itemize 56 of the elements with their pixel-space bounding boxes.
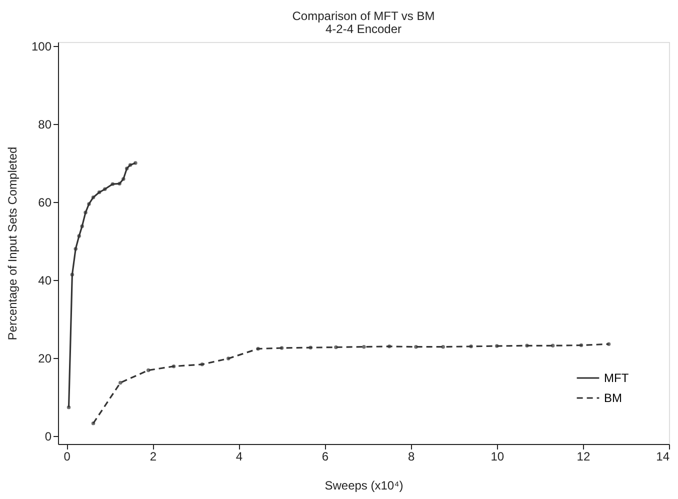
point <box>525 344 529 348</box>
y-tick-label: 80 <box>38 117 52 132</box>
point <box>118 380 122 385</box>
y-tick-label: 0 <box>44 430 52 444</box>
point <box>91 195 96 200</box>
point <box>441 344 445 349</box>
x-tick-label: 12 <box>576 450 590 464</box>
x-tick-label: 2 <box>150 450 157 464</box>
x-tick-label: 14 <box>656 450 670 464</box>
point <box>80 224 84 228</box>
legend-label: BM <box>604 391 622 405</box>
point <box>469 344 473 348</box>
point <box>226 356 230 360</box>
y-tick-label: 40 <box>38 274 52 288</box>
x-tick-label: 6 <box>322 450 329 464</box>
point <box>280 346 284 350</box>
point <box>77 234 81 238</box>
point <box>146 368 150 372</box>
point <box>124 166 129 170</box>
y-tick-label: 60 <box>38 196 52 210</box>
point <box>84 210 88 214</box>
point <box>606 342 611 346</box>
point <box>387 344 392 348</box>
x-tick-label: 10 <box>490 450 504 464</box>
point <box>66 405 71 410</box>
point <box>70 272 74 276</box>
point <box>200 362 204 366</box>
point <box>118 182 122 186</box>
point <box>414 344 418 349</box>
point <box>122 177 126 181</box>
chart-subtitle: 4-2-4 Encoder <box>325 22 402 36</box>
point <box>110 182 115 186</box>
x-axis-title: Sweeps (x10⁴) <box>324 478 404 492</box>
point <box>103 187 107 192</box>
point <box>91 421 96 426</box>
point <box>579 343 584 348</box>
point <box>308 346 312 350</box>
x-tick-label: 4 <box>236 450 243 464</box>
point <box>97 190 102 194</box>
point <box>87 202 91 206</box>
point <box>74 246 78 251</box>
point <box>495 344 499 348</box>
y-tick-label: 100 <box>31 39 52 54</box>
x-tick-label: 0 <box>64 450 71 464</box>
x-tick-label: 8 <box>408 450 415 464</box>
point <box>128 163 132 167</box>
legend-label: MFT <box>604 371 630 385</box>
point <box>172 364 176 368</box>
point <box>550 344 555 348</box>
chart-title: Comparison of MFT vs BM <box>292 8 435 23</box>
y-tick-label: 20 <box>38 352 52 366</box>
point <box>256 346 260 351</box>
y-axis-title: Percentage of Input Sets Completed <box>5 146 20 340</box>
point <box>362 344 366 349</box>
point <box>134 161 138 165</box>
point <box>334 345 338 350</box>
